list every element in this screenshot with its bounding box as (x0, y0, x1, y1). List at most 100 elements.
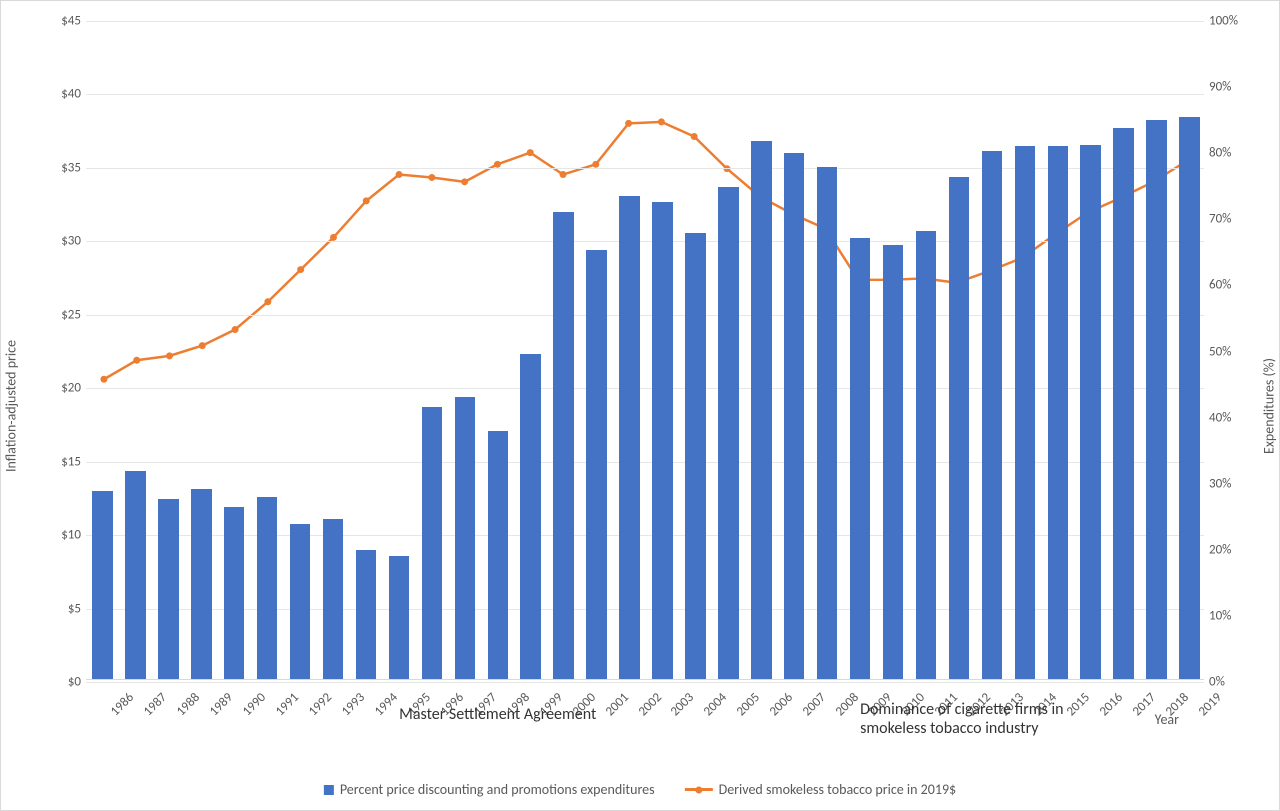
y-tick-left: $25 (31, 307, 81, 322)
y-tick-right: 30% (1209, 476, 1259, 491)
gridline (86, 535, 1204, 536)
x-tick: 2019 (1195, 690, 1224, 719)
bar (751, 141, 771, 679)
y-tick-right: 60% (1209, 278, 1259, 293)
bar (125, 471, 145, 679)
bar (1080, 145, 1100, 679)
gridline (86, 168, 1204, 169)
line-marker (100, 376, 107, 383)
bar (553, 212, 573, 679)
x-tick: 1988 (174, 690, 203, 719)
bar (718, 187, 738, 679)
gridline (86, 94, 1204, 95)
y-axis-right-title: Expenditures (%) (1261, 358, 1278, 454)
x-tick: 2002 (635, 690, 664, 719)
bar (850, 238, 870, 679)
line-marker (330, 234, 337, 241)
y-tick-left: $30 (31, 234, 81, 249)
y-tick-right: 90% (1209, 80, 1259, 95)
bar (652, 202, 672, 679)
x-tick: 2007 (800, 690, 829, 719)
gridline (86, 388, 1204, 389)
gridline (86, 682, 1204, 683)
gridline (86, 241, 1204, 242)
line-marker (592, 161, 599, 168)
x-tick: 1993 (339, 690, 368, 719)
line-series-svg (86, 21, 1204, 679)
x-tick: 2006 (767, 690, 796, 719)
y-tick-left: $20 (31, 381, 81, 396)
x-tick: 1992 (306, 690, 335, 719)
bar (784, 153, 804, 679)
bar (520, 354, 540, 679)
bar (224, 507, 244, 679)
x-tick: 1994 (372, 690, 401, 719)
bar (488, 431, 508, 679)
x-tick: 1987 (141, 690, 170, 719)
legend-item-bars: Percent price discounting and promotions… (324, 781, 655, 798)
bar (455, 397, 475, 679)
line-marker (297, 266, 304, 273)
y-axis-left-title: Inflation-adjusted price (3, 339, 20, 471)
bar (389, 556, 409, 679)
chart-container: Inflation-adjusted price Expenditures (%… (0, 0, 1280, 811)
bar (257, 497, 277, 679)
bar (356, 550, 376, 679)
x-tick: 1989 (207, 690, 236, 719)
y-tick-right: 80% (1209, 146, 1259, 161)
legend-bar-label: Percent price discounting and promotions… (340, 781, 655, 798)
line-marker (166, 352, 173, 359)
bar (949, 177, 969, 679)
bar (290, 524, 310, 679)
bar (883, 245, 903, 679)
line-marker (133, 357, 140, 364)
line-marker (396, 171, 403, 178)
y-tick-left: $40 (31, 87, 81, 102)
y-tick-left: $0 (31, 675, 81, 690)
line-marker (494, 161, 501, 168)
x-tick: 1990 (240, 690, 269, 719)
bar (1048, 146, 1068, 679)
bar (422, 407, 442, 679)
gridline (86, 609, 1204, 610)
bar (982, 151, 1002, 679)
gridline (86, 462, 1204, 463)
x-tick: 2008 (833, 690, 862, 719)
bar (158, 499, 178, 679)
y-tick-right: 10% (1209, 608, 1259, 623)
x-tick: 2003 (668, 690, 697, 719)
annotation-0: Master Settlement Agreement (399, 705, 596, 724)
line-marker (658, 118, 665, 125)
bar (619, 196, 639, 679)
x-tick: 2004 (701, 690, 730, 719)
bar (191, 489, 211, 679)
x-tick: 2005 (734, 690, 763, 719)
line-marker (461, 178, 468, 185)
y-tick-right: 40% (1209, 410, 1259, 425)
line-marker (428, 174, 435, 181)
line-marker (363, 197, 370, 204)
bar (323, 519, 343, 679)
y-tick-left: $15 (31, 454, 81, 469)
y-tick-left: $5 (31, 601, 81, 616)
x-tick: 2001 (602, 690, 631, 719)
line-marker (691, 133, 698, 140)
line-marker (232, 326, 239, 333)
gridline (86, 21, 1204, 22)
line-marker (560, 171, 567, 178)
legend-item-line: Derived smokeless tobacco price in 2019$ (685, 781, 957, 798)
bar (1113, 128, 1133, 679)
y-tick-left: $35 (31, 160, 81, 175)
bar (916, 231, 936, 679)
y-tick-right: 20% (1209, 542, 1259, 557)
y-tick-left: $45 (31, 14, 81, 29)
y-tick-right: 70% (1209, 212, 1259, 227)
x-tick: 2016 (1096, 690, 1125, 719)
x-tick: 1991 (273, 690, 302, 719)
annotation-1: Dominance of cigarette firms insmokeless… (860, 700, 1063, 738)
y-tick-right: 50% (1209, 344, 1259, 359)
plot-area: $0$5$10$15$20$25$30$35$40$450%10%20%30%4… (86, 21, 1204, 680)
bar (1179, 117, 1199, 679)
legend-line-label: Derived smokeless tobacco price in 2019$ (719, 781, 957, 798)
line-marker (527, 149, 534, 156)
